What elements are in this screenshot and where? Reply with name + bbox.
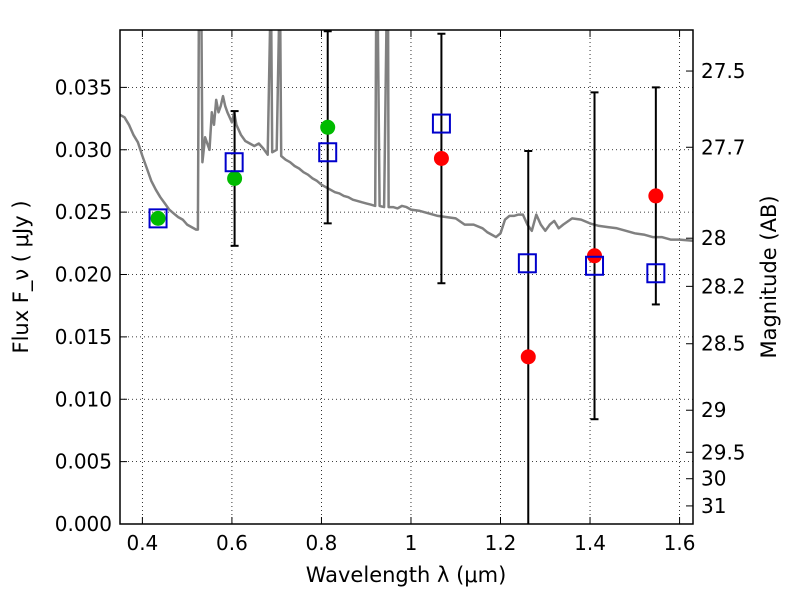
- y2-axis-title: Magnitude (AB): [757, 195, 781, 358]
- measurement-point: [433, 150, 449, 166]
- model-band-square: [224, 152, 244, 173]
- y2-tick-label: 27.7: [701, 135, 746, 159]
- y2-tick-label: 29.5: [701, 440, 746, 464]
- y-axis-title: Flux F_ν ( μJy ): [9, 200, 34, 353]
- y2-tick-label: 27.5: [701, 59, 746, 83]
- measurement-point: [520, 349, 536, 365]
- x-tick-label: 1: [405, 531, 418, 555]
- detection-point: [227, 170, 243, 186]
- y2-tick-label: 31: [701, 494, 726, 518]
- y-tick-label: 0.005: [55, 450, 112, 474]
- plot-frame: [119, 29, 694, 525]
- y-tick-label: 0.030: [55, 138, 112, 162]
- y-tick-label: 0.020: [55, 263, 112, 287]
- y2-tick-label: 29: [701, 398, 726, 422]
- model-band-square: [431, 113, 451, 134]
- model-band-square: [646, 263, 666, 284]
- y2-tick-label: 28: [701, 226, 726, 250]
- x-tick-label: 0.8: [306, 531, 338, 555]
- model-band-square: [517, 253, 537, 274]
- y-tick-label: 0.015: [55, 325, 112, 349]
- model-band-square: [585, 255, 605, 276]
- x-tick-label: 0.4: [126, 531, 158, 555]
- detection-point: [320, 119, 336, 135]
- x-tick-label: 1.6: [664, 531, 696, 555]
- plot-area: [120, 30, 693, 524]
- axes: 0.4 0.6 0.8 1 1.2 1.4 1.6 0.000 0.005 0.010 0.015 0…: [55, 30, 746, 555]
- y2-tick-label: 28.5: [701, 332, 746, 356]
- x-tick-label: 1.2: [485, 531, 517, 555]
- model-band-square: [318, 142, 338, 163]
- x-axis-title: Wavelength λ (μm): [306, 563, 507, 587]
- y-tick-label: 0.035: [55, 75, 112, 99]
- grid: [120, 30, 693, 525]
- model-band-square: [148, 208, 168, 229]
- measurement-point: [648, 188, 664, 204]
- y2-tick-label: 28.2: [701, 274, 746, 298]
- model-spectrum-line: [120, 30, 693, 243]
- y2-tick-label: 30: [701, 467, 726, 491]
- y-tick-label: 0.025: [55, 200, 112, 224]
- y-tick-label: 0.010: [55, 387, 112, 411]
- detection-point: [150, 210, 166, 226]
- y-tick-label: 0.000: [55, 512, 112, 536]
- x-tick-label: 0.6: [216, 531, 248, 555]
- x-tick-label: 1.4: [574, 531, 606, 555]
